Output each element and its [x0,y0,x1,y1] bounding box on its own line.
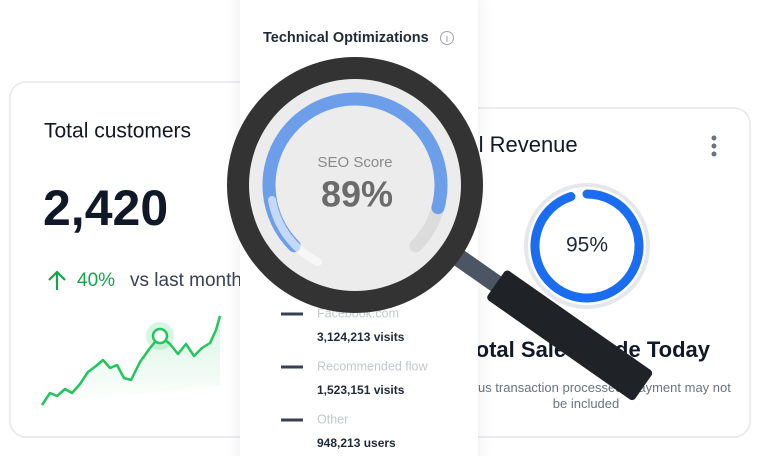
source-name: Recommended flow [317,359,428,373]
info-icon[interactable] [440,31,454,45]
card-title: Total customers [44,120,191,143]
source-name: Other [317,412,348,426]
highlight-point [151,327,169,345]
up-arrow [48,270,66,290]
change-note: vs last month [130,270,242,291]
seo-gauge-label: SEO Score [317,154,392,171]
revenue-gauge-arc [530,189,644,303]
source-count: 1,523,151 visits [317,383,405,397]
magnifier-lens [249,79,461,291]
source-count: 948,213 users [317,436,396,450]
menu-dots[interactable] [711,135,717,157]
change-value: 40% [77,270,115,291]
sparkline-fill [42,316,220,405]
seo-gauge-value: 89% [321,174,393,215]
magnifier-handle [449,247,653,401]
source-count: 3,124,213 visits [317,330,405,344]
sales-note: Previous transaction processed. Payment … [441,380,731,411]
gauge-ring [524,183,650,309]
lens-glare [268,196,322,266]
revenue-gauge-label: 95% [566,234,608,257]
sparkline [40,315,222,406]
card-title: Technical Optimizations [263,30,429,46]
note-box: Previous transaction processed. Payment … [441,380,731,411]
customers-value: 2,420 [43,180,168,236]
